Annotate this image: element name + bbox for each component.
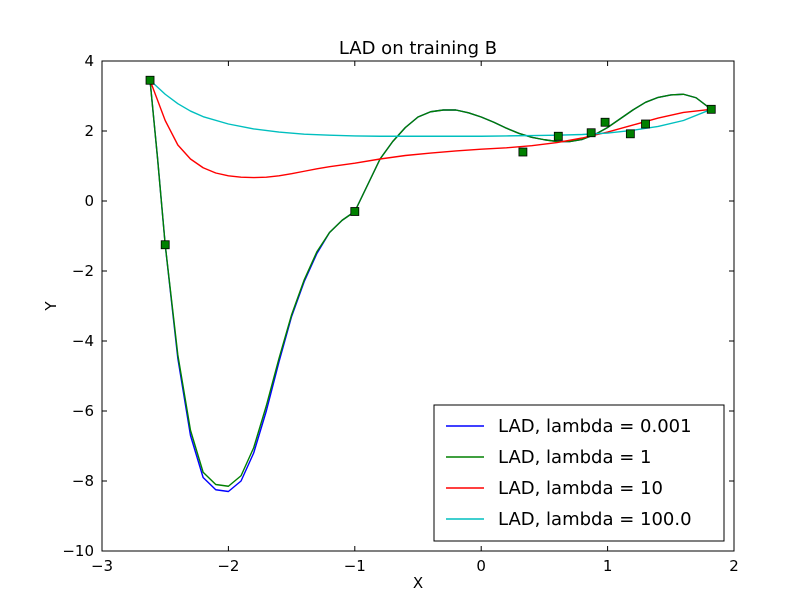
legend-label: LAD, lambda = 1 bbox=[498, 447, 651, 468]
training-point bbox=[625, 129, 635, 139]
x-tick-label: 2 bbox=[729, 557, 739, 575]
y-tick-label: 0 bbox=[84, 192, 94, 210]
y-tick-label: 4 bbox=[84, 52, 94, 70]
training-point bbox=[145, 75, 155, 85]
training-points-layer bbox=[145, 75, 716, 250]
series-line-2 bbox=[149, 80, 712, 487]
training-point bbox=[553, 131, 563, 141]
training-point bbox=[641, 119, 650, 129]
training-point bbox=[518, 147, 528, 157]
legend-label: LAD, lambda = 0.001 bbox=[498, 416, 692, 437]
training-point bbox=[600, 117, 610, 127]
x-tick-label: −3 bbox=[91, 557, 113, 575]
legend-label: LAD, lambda = 10 bbox=[498, 478, 663, 499]
training-point bbox=[586, 128, 596, 138]
training-point bbox=[350, 207, 360, 216]
chart-title: LAD on training B bbox=[339, 38, 497, 59]
series-line-4 bbox=[149, 79, 712, 137]
legend-label: LAD, lambda = 100.0 bbox=[498, 509, 692, 530]
y-tick-label: 2 bbox=[84, 122, 94, 140]
y-tick-label: −10 bbox=[62, 542, 94, 560]
legend: LAD, lambda = 0.001 LAD, lambda = 1 LAD, l… bbox=[433, 404, 725, 542]
y-tick-label: −2 bbox=[72, 262, 94, 280]
series-line-3 bbox=[149, 80, 712, 179]
series-layer bbox=[149, 79, 712, 493]
x-tick-label: −2 bbox=[217, 557, 239, 575]
y-tick-label: −4 bbox=[72, 332, 94, 350]
y-tick-label: −8 bbox=[72, 472, 94, 490]
training-point bbox=[706, 104, 716, 114]
y-tick-label: −6 bbox=[72, 402, 94, 420]
x-tick-label: 0 bbox=[476, 557, 486, 575]
plot-frame bbox=[101, 60, 735, 552]
y-axis-label: Y bbox=[42, 301, 60, 312]
x-tick-label: −1 bbox=[344, 557, 366, 575]
training-point bbox=[160, 240, 170, 250]
x-axis-label: X bbox=[413, 574, 423, 592]
x-tick-label: 1 bbox=[603, 557, 613, 575]
